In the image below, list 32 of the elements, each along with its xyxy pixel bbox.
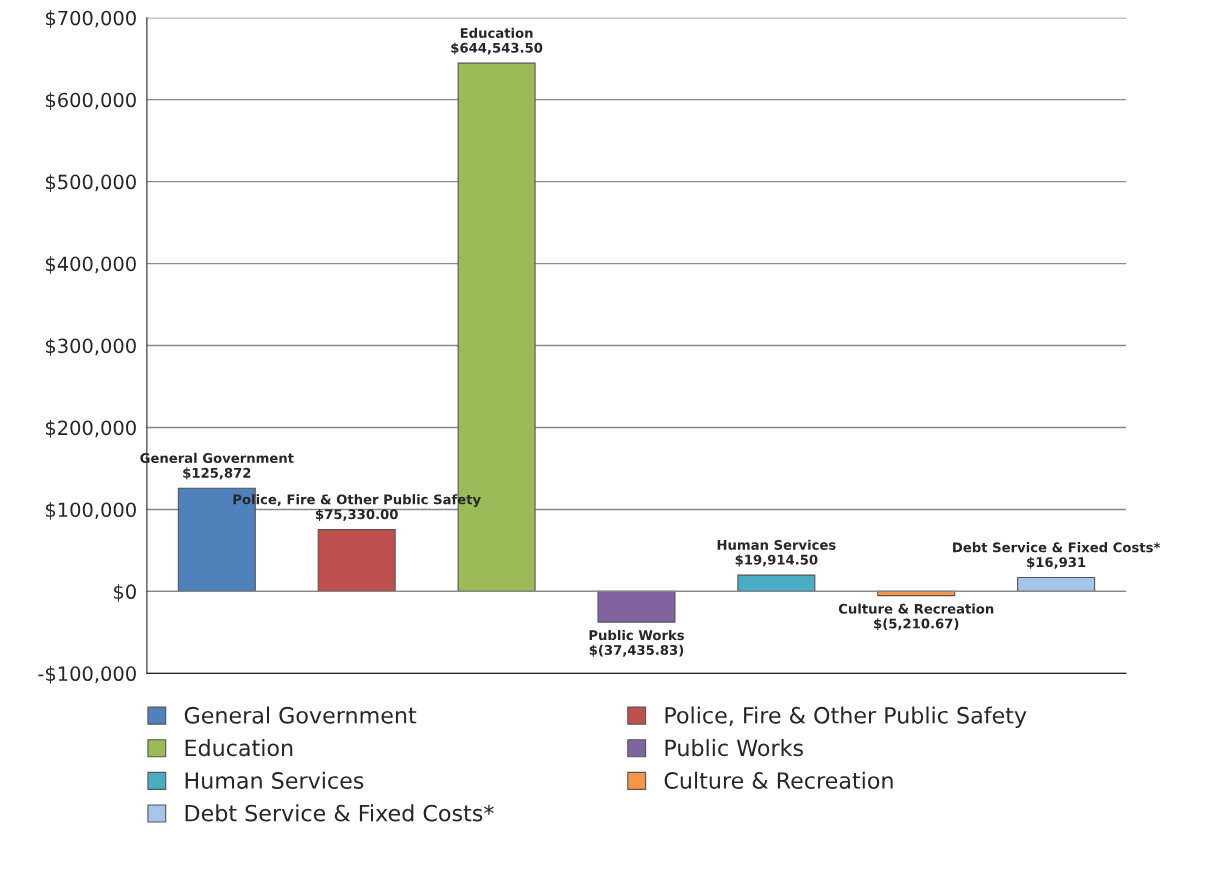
text: Debt Service & Fixed Costs* xyxy=(953,542,1161,553)
data-label: $644,543.50 xyxy=(451,42,543,55)
text: Culture & Recreation xyxy=(838,603,994,614)
y-tick-label: $100,000 xyxy=(45,502,136,520)
data-label: $(5,210.67) xyxy=(874,618,959,631)
bar xyxy=(597,590,676,623)
y-tick-label: $700,000 xyxy=(45,10,136,28)
data-label: $19,914.50 xyxy=(735,554,818,567)
y-tick-label: $600,000 xyxy=(45,92,136,110)
y-tick-label: -$100,000 xyxy=(38,665,136,684)
bar xyxy=(737,574,816,592)
text: Education xyxy=(460,27,533,38)
data-label: $125,872 xyxy=(183,467,251,480)
data-label: $16,931 xyxy=(1027,556,1086,569)
bar xyxy=(1017,576,1096,592)
legend-label: Human Services xyxy=(185,771,364,789)
legend-label: General Government xyxy=(184,706,417,724)
text: Human Services xyxy=(717,539,836,550)
text: Public Works xyxy=(589,629,684,641)
data-label: $(37,435.83) xyxy=(589,644,684,657)
y-tick-label: $200,000 xyxy=(45,420,136,438)
data-label: $75,330.00 xyxy=(316,509,398,521)
legend-label: Culture & Recreation xyxy=(664,771,893,789)
bar xyxy=(317,529,396,592)
legend-label: Public Works xyxy=(665,739,803,757)
legend-label: Education xyxy=(185,739,293,757)
legend-label: Police, Fire & Other Public Safety xyxy=(665,706,1027,728)
legend-label: Debt Service & Fixed Costs* xyxy=(185,804,494,822)
y-tick-label: $400,000 xyxy=(45,256,136,274)
y-tick-label: $0 xyxy=(114,584,136,602)
y-tick-label: $300,000 xyxy=(45,338,136,356)
y-tick-label: $500,000 xyxy=(45,174,136,192)
